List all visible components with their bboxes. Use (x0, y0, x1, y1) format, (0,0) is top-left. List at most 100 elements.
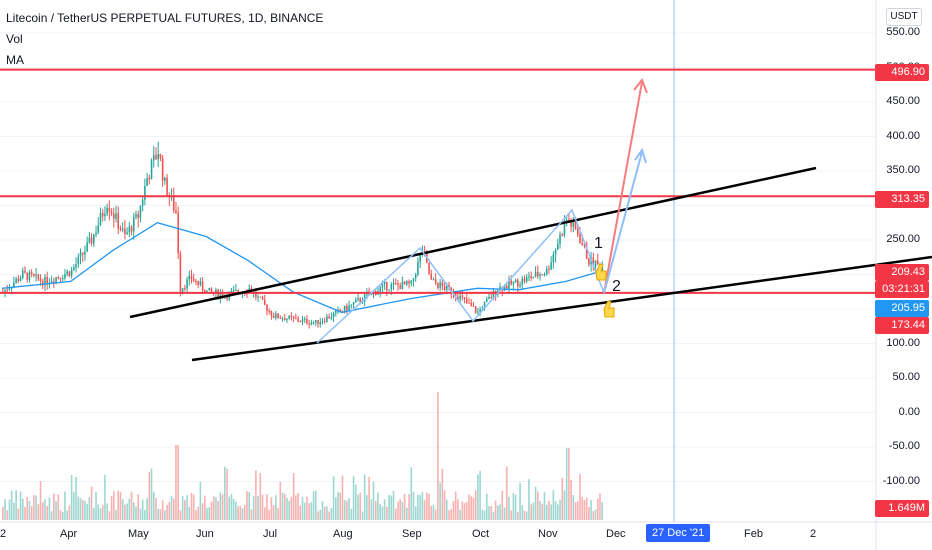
volume-bar (383, 499, 386, 520)
volume-bar (308, 503, 310, 520)
volume-bar (368, 476, 370, 520)
volume-bar (210, 501, 213, 520)
volume-bar (33, 495, 35, 520)
volume-bar (68, 505, 71, 520)
volume-bar (479, 470, 481, 520)
time-tick-label: Aug (333, 528, 353, 540)
candle-body (470, 302, 473, 306)
volume-bar (44, 499, 46, 520)
volume-bar (452, 501, 455, 520)
ma-indicator-label[interactable]: MA (6, 53, 24, 67)
volume-bar (93, 507, 95, 520)
candle-body (164, 177, 166, 181)
candle-body (579, 234, 581, 243)
volume-bar (539, 500, 541, 520)
candle-body (392, 283, 395, 285)
candle-body (46, 276, 48, 285)
candle-body (439, 282, 441, 288)
vol-indicator-label[interactable]: Vol (6, 32, 23, 46)
volume-bar (568, 448, 570, 520)
volume-bar (601, 502, 603, 520)
volume-bar (328, 511, 330, 520)
volume-bar (30, 506, 33, 520)
volume-bar (212, 496, 215, 520)
time-tick-label: Dec (606, 528, 626, 540)
volume-bar (8, 499, 11, 520)
volume-bar (550, 504, 552, 520)
volume-bar (350, 508, 353, 520)
volume-bar (561, 477, 564, 520)
volume-bar (55, 501, 57, 520)
candle-body (215, 289, 217, 293)
candle-body (204, 290, 206, 294)
volume-bar (266, 494, 268, 520)
volume-bar (288, 500, 290, 520)
candle-body (257, 296, 259, 298)
volume-bar (224, 466, 226, 520)
volume-bar (581, 496, 584, 520)
volume-bar (317, 511, 319, 520)
candle-body (199, 281, 202, 285)
volume-bar (399, 499, 401, 520)
volume-bar (113, 491, 115, 520)
trend-lines[interactable] (129, 166, 932, 362)
horizontal-levels[interactable] (0, 68, 876, 294)
volume-bar (37, 504, 40, 520)
volume-bar (226, 468, 228, 520)
candle-body (581, 242, 584, 245)
volume-bar (519, 482, 521, 520)
volume-bar (494, 500, 497, 520)
volume-bar (252, 496, 255, 520)
volume-bar (243, 504, 246, 520)
volume-bar (283, 493, 286, 520)
volume-bar (195, 509, 197, 520)
candle-body (319, 322, 322, 325)
candle-body (77, 256, 80, 265)
candle-body (596, 260, 599, 264)
volume-bar (459, 509, 461, 520)
volume-bar (50, 511, 53, 520)
candle-body (283, 318, 286, 321)
volume-bar (490, 505, 492, 520)
candle-body (192, 279, 195, 282)
candle-body (268, 311, 270, 313)
volume-bar (215, 497, 217, 520)
candle-body (6, 289, 9, 291)
currency-unit-badge[interactable]: USDT (886, 8, 922, 26)
volume-bar (84, 500, 86, 520)
volume-bar (508, 496, 510, 520)
volume-bar (155, 498, 157, 520)
trend-line[interactable] (191, 255, 932, 362)
volume-bar (406, 507, 408, 520)
candle-body (281, 318, 284, 320)
volume-bar (474, 490, 477, 520)
candle-body (230, 291, 233, 293)
volume-bar (184, 499, 186, 520)
candle-body (41, 281, 44, 286)
volume-bar (528, 479, 530, 520)
volume-bar (70, 475, 73, 520)
volume-bar (426, 492, 428, 520)
volume-bar (28, 501, 31, 520)
candle-body (588, 258, 590, 265)
symbol-title[interactable]: Litecoin / TetherUS PERPETUAL FUTURES, 1… (6, 11, 324, 25)
candle-body (414, 274, 417, 279)
volume-bar (450, 509, 453, 520)
hand-pointer-icon (603, 300, 615, 318)
projection-arrows[interactable]: 12 (316, 78, 648, 344)
volume-bar (363, 474, 366, 520)
volume-bar (361, 511, 364, 520)
volume-bar (181, 496, 184, 520)
volume-bar (532, 502, 535, 520)
volume-bar (61, 511, 64, 520)
candle-body (124, 228, 126, 234)
candle-body (477, 311, 479, 313)
trend-line[interactable] (129, 166, 817, 319)
time-tick-label: Jun (196, 528, 214, 540)
volume-bar (470, 496, 473, 520)
candle-body (485, 298, 488, 303)
volume-bar (299, 505, 302, 520)
volume-bar (543, 492, 546, 520)
candle-body (354, 299, 357, 303)
